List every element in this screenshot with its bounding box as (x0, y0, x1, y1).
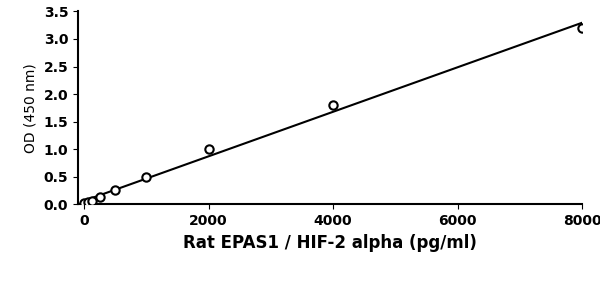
X-axis label: Rat EPAS1 / HIF-2 alpha (pg/ml): Rat EPAS1 / HIF-2 alpha (pg/ml) (183, 234, 477, 252)
Y-axis label: OD (450 nm): OD (450 nm) (24, 63, 38, 153)
